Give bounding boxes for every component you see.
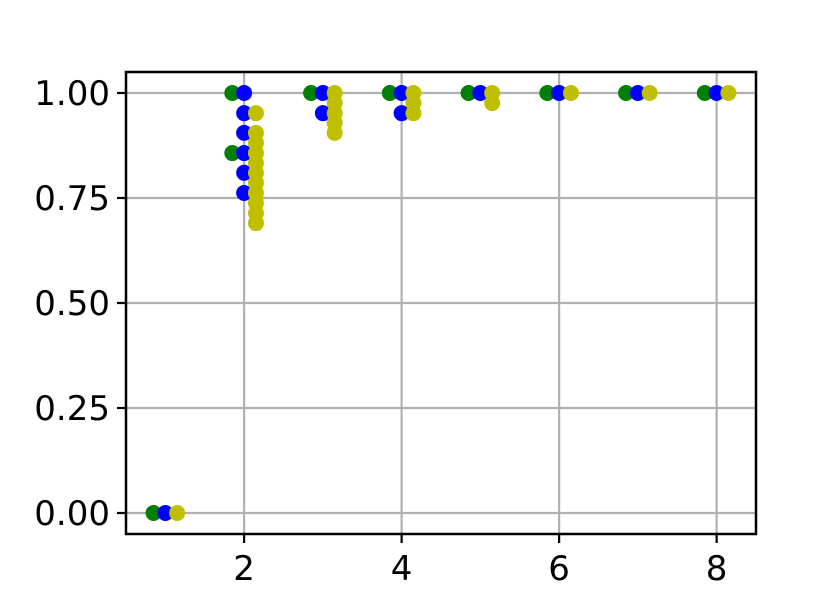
- x-tick-label: 8: [706, 549, 728, 589]
- data-point: [236, 184, 253, 201]
- data-point: [224, 85, 241, 101]
- data-point: [247, 215, 264, 232]
- data-point: [314, 105, 331, 122]
- data-point: [562, 85, 579, 101]
- data-point: [484, 95, 501, 112]
- y-tick-label: 0.50: [34, 284, 110, 324]
- data-point: [460, 85, 477, 101]
- data-point: [236, 145, 253, 162]
- data-point: [472, 85, 489, 101]
- data-point: [169, 505, 186, 521]
- data-point: [247, 105, 264, 122]
- data-point: [381, 85, 398, 101]
- data-point: [303, 85, 320, 101]
- data-point: [405, 105, 422, 122]
- y-tick-label: 0.00: [34, 494, 110, 534]
- data-point: [236, 164, 253, 181]
- y-tick-label: 0.75: [34, 179, 110, 219]
- data-point: [326, 124, 343, 141]
- data-point: [393, 85, 410, 101]
- data-point: [641, 85, 658, 101]
- y-tick-label: 1.00: [34, 74, 110, 114]
- data-point: [539, 85, 556, 101]
- axis-ticks: 2 4 6 8 0.00 0.25 0.50 0.75 1.00: [34, 74, 727, 589]
- data-point: [708, 85, 725, 101]
- grid: [126, 72, 756, 534]
- data-point: [720, 85, 737, 101]
- data-point: [618, 85, 635, 101]
- data-point: [236, 105, 253, 122]
- data-point: [551, 85, 568, 101]
- data-point: [145, 505, 162, 521]
- data-point: [393, 105, 410, 122]
- x-tick-label: 2: [233, 549, 255, 589]
- data-point: [314, 85, 331, 101]
- data-point: [629, 85, 646, 101]
- data-point: [157, 505, 174, 521]
- y-tick-label: 0.25: [34, 389, 110, 429]
- data-point: [236, 124, 253, 141]
- data-points: [145, 85, 737, 521]
- data-point: [696, 85, 713, 101]
- x-tick-label: 6: [548, 549, 570, 589]
- data-point: [236, 85, 253, 101]
- x-tick-label: 4: [391, 549, 413, 589]
- data-point: [224, 145, 241, 162]
